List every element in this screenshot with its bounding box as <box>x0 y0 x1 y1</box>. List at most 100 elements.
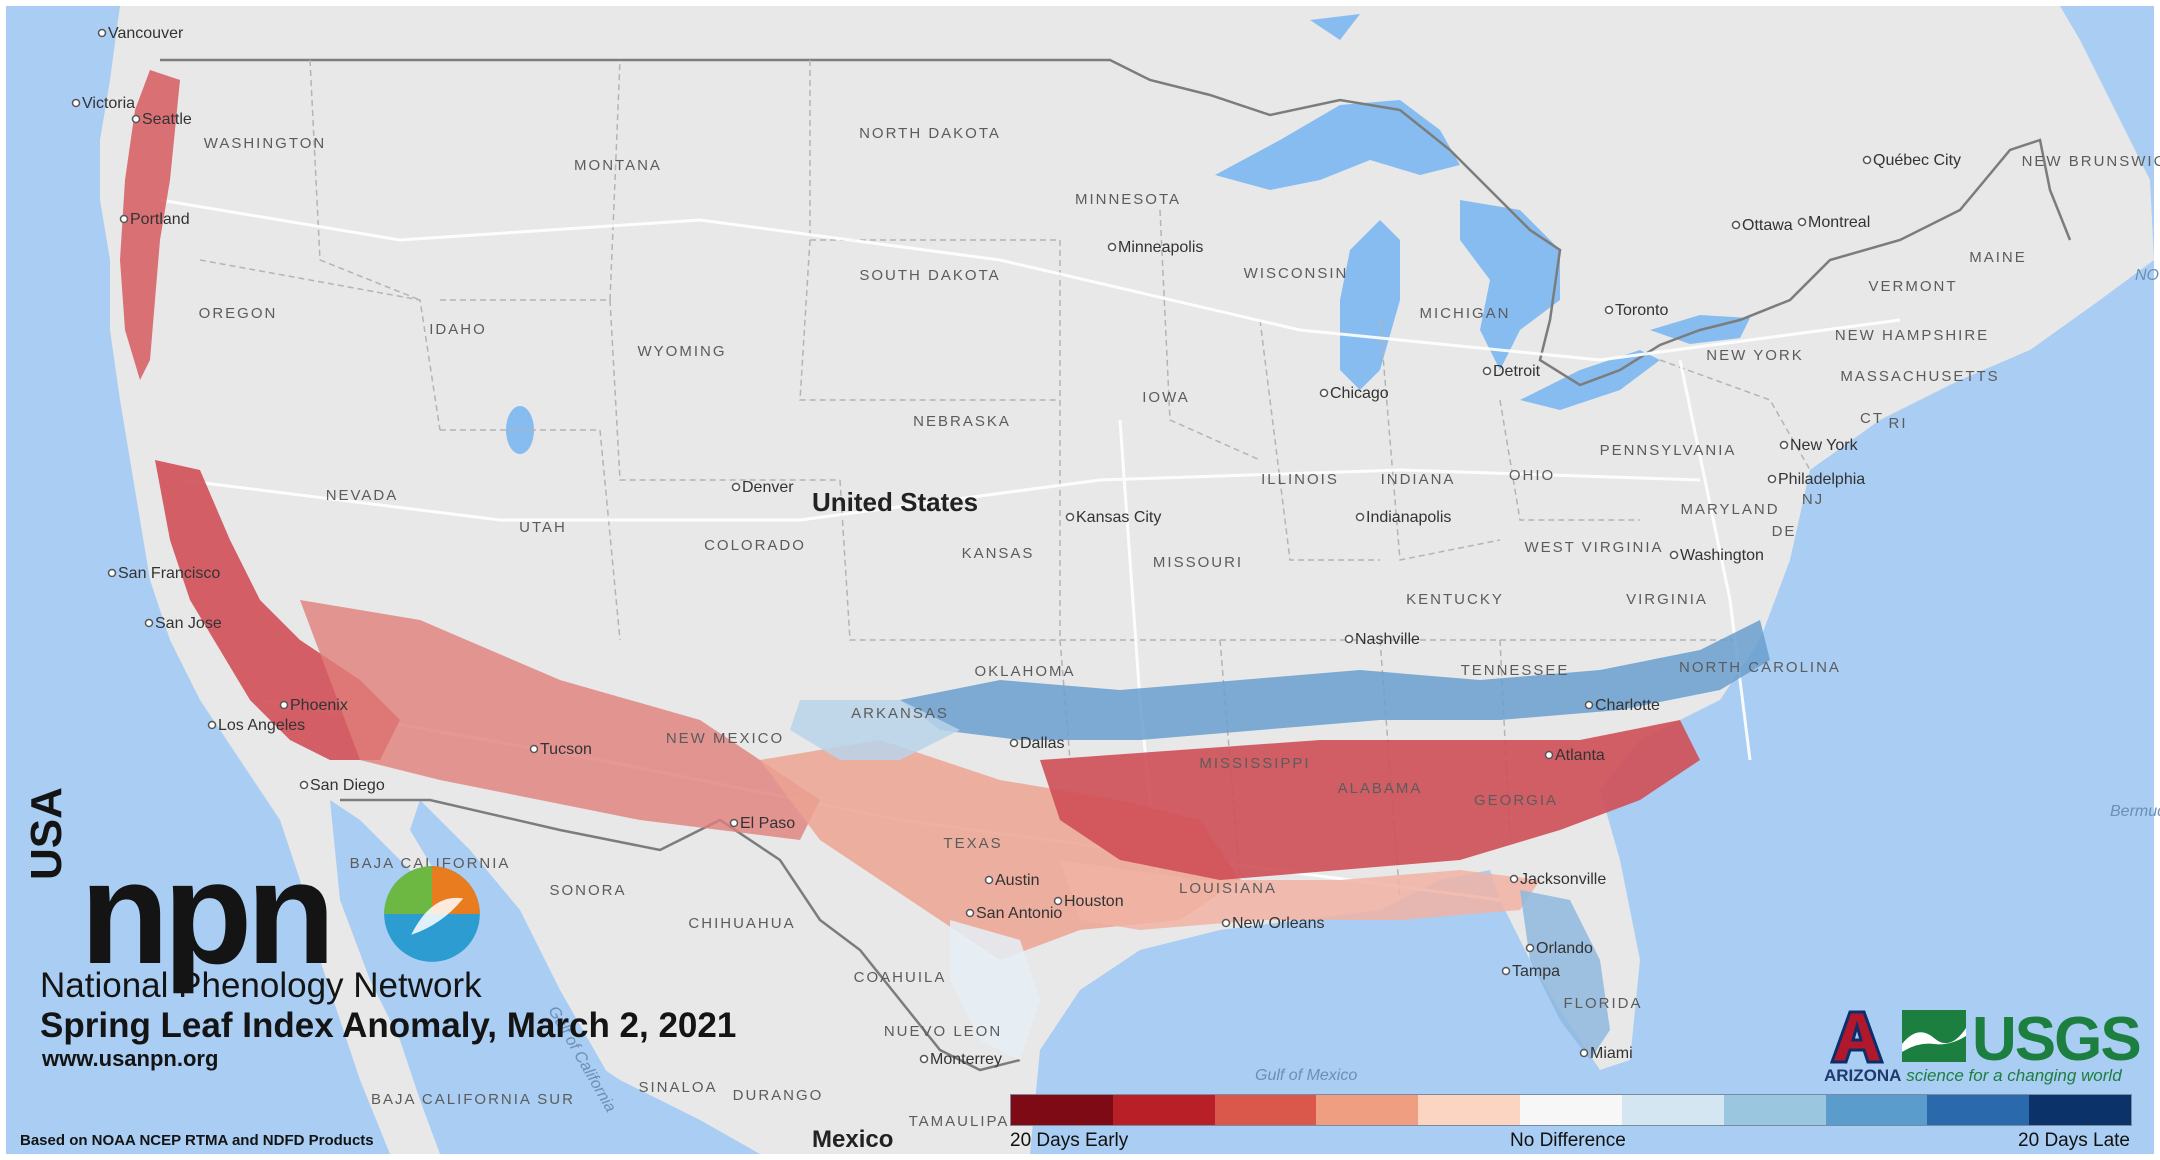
state-label: MISSOURI <box>1153 554 1243 571</box>
npn-logo-wordmark: npn <box>80 831 336 994</box>
state-label: WYOMING <box>638 343 727 360</box>
city-marker-icon <box>1355 512 1365 522</box>
country-label-us: United States <box>812 487 978 517</box>
arizona-label: ARIZONA <box>1824 1066 1902 1085</box>
place-labels: WASHINGTON MONTANA NORTH DAKOTA MINNESOTA SO… <box>71 25 2160 1153</box>
legend-swatch-5 <box>1520 1095 1622 1125</box>
city-marker-icon <box>1501 966 1511 976</box>
city-label: Houston <box>1064 893 1124 910</box>
state-label: OREGON <box>199 305 278 322</box>
city-marker-icon <box>1053 896 1063 906</box>
state-label: MICHIGAN <box>1420 305 1511 322</box>
city-marker-icon <box>919 1054 929 1064</box>
anomaly-southern-plains-late <box>790 700 960 760</box>
city-marker-icon <box>984 875 994 885</box>
legend-label-early: 20 Days Early <box>1010 1130 1129 1151</box>
city-label: San Diego <box>310 777 385 794</box>
city-label: Los Angeles <box>218 717 305 734</box>
anomaly-south-texas-neutral <box>950 920 1040 1060</box>
state-label: NEVADA <box>326 487 399 504</box>
canada-border <box>160 58 2072 387</box>
city-marker-icon <box>1065 512 1075 522</box>
city-marker-icon <box>1544 750 1554 760</box>
city-marker-icon <box>1604 305 1614 315</box>
city-label: Tampa <box>1512 963 1560 980</box>
city-marker-icon <box>1579 1048 1589 1058</box>
city-label: Toronto <box>1615 302 1668 319</box>
website-link[interactable]: www.usanpn.org <box>42 1046 219 1071</box>
hudson-bay-edge <box>1310 14 1360 40</box>
state-label: DE <box>1772 523 1797 540</box>
city-label: Vancouver <box>108 25 184 42</box>
city-label: Tucson <box>540 741 592 758</box>
state-label: ILLINOIS <box>1261 471 1339 488</box>
city-label: Minneapolis <box>1118 239 1203 256</box>
state-label: TEXAS <box>943 835 1002 852</box>
state-label: ALABAMA <box>1338 780 1423 797</box>
lake-huron <box>1460 200 1560 370</box>
legend-swatch-7 <box>1723 1095 1826 1125</box>
city-marker-icon <box>207 720 217 730</box>
city-label: Nashville <box>1355 631 1420 648</box>
state-label: SONORA <box>549 882 626 899</box>
state-label: KENTUCKY <box>1406 591 1504 608</box>
state-label: FLORIDA <box>1563 995 1642 1012</box>
legend-swatch-4 <box>1418 1095 1521 1125</box>
water-label: Gulf of Mexico <box>1255 1067 1357 1084</box>
partner-tagline: ARIZONA science for a changing world <box>1824 1066 2122 1086</box>
lake-superior <box>1215 100 1460 190</box>
legend-swatch-2 <box>1214 1095 1317 1125</box>
city-marker-icon <box>107 568 117 578</box>
state-label: TAMAULIPAS <box>909 1113 1022 1130</box>
city-label: Atlanta <box>1555 747 1605 764</box>
land-mass <box>100 6 2154 1154</box>
city-marker-icon <box>1107 242 1117 252</box>
city-label: New York <box>1790 437 1859 454</box>
state-label: MISSISSIPPI <box>1199 755 1310 772</box>
state-label: WEST VIRGINIA <box>1524 539 1663 556</box>
state-label: COAHUILA <box>854 969 947 986</box>
city-marker-icon <box>144 618 154 628</box>
state-label: MONTANA <box>574 157 662 174</box>
legend-swatch-8 <box>1825 1095 1928 1125</box>
city-label: Seattle <box>142 111 192 128</box>
legend-swatch-0 <box>1011 1095 1113 1125</box>
city-marker-icon <box>1009 738 1019 748</box>
city-label: Washington <box>1680 547 1764 564</box>
city-marker-icon <box>97 28 107 38</box>
city-marker-icon <box>131 114 141 124</box>
state-label: IDAHO <box>429 321 487 338</box>
city-label: San Antonio <box>976 905 1062 922</box>
state-label: NORTH CAROLINA <box>1679 659 1841 676</box>
state-label: OKLAHOMA <box>974 663 1075 680</box>
state-label: NJ <box>1802 491 1824 508</box>
state-label: WASHINGTON <box>204 135 327 152</box>
city-label: Charlotte <box>1595 697 1660 714</box>
city-marker-icon <box>71 98 81 108</box>
state-label: WISCONSIN <box>1244 265 1349 282</box>
usgs-tagline: science for a changing world <box>1906 1066 2122 1085</box>
city-marker-icon <box>279 700 289 710</box>
lake-michigan <box>1340 220 1400 390</box>
city-label: Jacksonville <box>1520 871 1606 888</box>
state-label: BAJA CALIFORNIA SUR <box>371 1091 575 1108</box>
state-label: CT <box>1860 410 1884 427</box>
city-marker-icon <box>119 214 129 224</box>
city-label: Phoenix <box>290 697 348 714</box>
city-label: Monterrey <box>930 1051 1002 1068</box>
legend-swatch-10 <box>2029 1095 2131 1125</box>
city-marker-icon <box>1221 918 1231 928</box>
city-label: Chicago <box>1330 385 1389 402</box>
city-label: Orlando <box>1536 940 1593 957</box>
city-label: Portland <box>130 211 190 228</box>
state-label: VIRGINIA <box>1626 591 1708 608</box>
city-marker-icon <box>965 908 975 918</box>
city-label: Philadelphia <box>1778 471 1865 488</box>
city-marker-icon <box>1862 155 1872 165</box>
city-marker-icon <box>1482 366 1492 376</box>
state-label: LOUISIANA <box>1179 880 1277 897</box>
state-label: MAINE <box>1969 249 2027 266</box>
source-note: Based on NOAA NCEP RTMA and NDFD Product… <box>20 1132 374 1149</box>
